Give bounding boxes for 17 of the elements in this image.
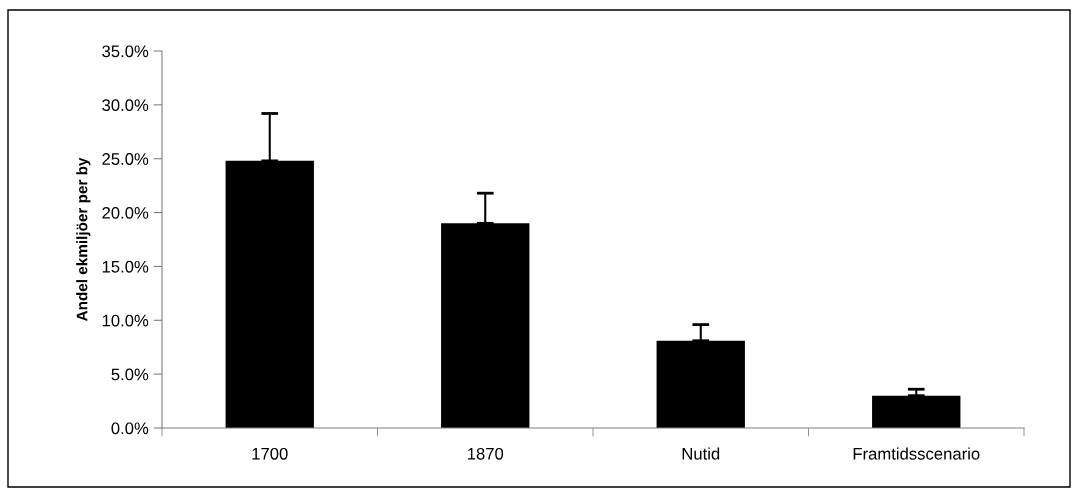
y-tick-label: 30.0% xyxy=(102,99,149,112)
y-tick-label: 15.0% xyxy=(102,260,149,273)
bar xyxy=(441,223,530,428)
bar xyxy=(656,340,745,428)
y-tick-label: 5.0% xyxy=(111,368,149,381)
y-axis-title: Andel ekmiljöer per by xyxy=(76,157,91,322)
y-tick-label: 0.0% xyxy=(111,422,149,435)
x-tick-label: Framtidsscenario xyxy=(853,447,980,460)
y-tick-label: 25.0% xyxy=(102,153,149,165)
bar xyxy=(225,160,314,428)
y-tick-label: 20.0% xyxy=(102,206,149,219)
y-tick-label: 10.0% xyxy=(102,314,149,327)
bar xyxy=(872,395,961,428)
x-tick-label: Nutid xyxy=(682,447,720,460)
x-tick-label: 1870 xyxy=(467,447,504,460)
y-tick-label: 35.0% xyxy=(102,45,149,58)
x-tick-label: 1700 xyxy=(252,447,288,460)
